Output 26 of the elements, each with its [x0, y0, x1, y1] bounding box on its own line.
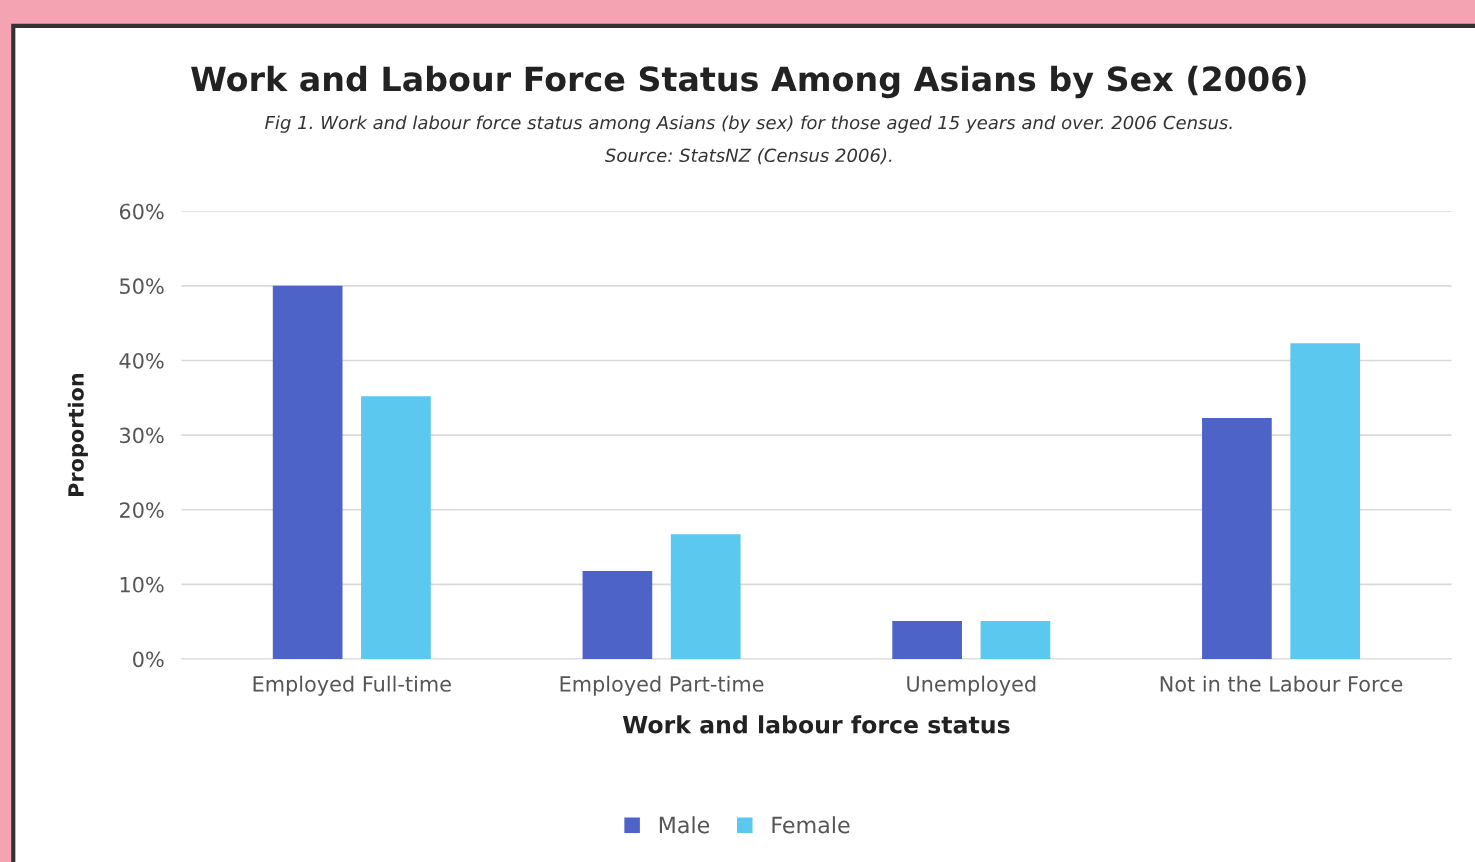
y-tick-label: 0%	[133, 651, 164, 668]
bar	[892, 620, 962, 659]
legend-label: Female	[772, 816, 850, 834]
y-tick-label: 10%	[120, 576, 164, 593]
x-tick-label: Not in the Labour Force	[1160, 675, 1403, 692]
x-tick-label: Unemployed	[907, 675, 1036, 696]
bar	[980, 620, 1051, 659]
bar	[361, 396, 431, 659]
y-tick-label: 50%	[120, 278, 164, 295]
x-tick-label: Employed Full-time	[253, 675, 451, 696]
bar	[1202, 417, 1272, 659]
x-axis-title: Work and labour force status	[622, 715, 1010, 734]
legend-label: Male	[659, 816, 710, 834]
bar	[670, 534, 741, 659]
y-tick-label: 20%	[119, 502, 164, 518]
y-axis-title: Proportion	[67, 373, 88, 496]
y-tick-label: 60%	[119, 203, 164, 220]
chart-subtitle: Fig 1. Work and labour force status among Asians (by sex) for those aged 15 years and over. 2006 Census.	[265, 115, 1232, 133]
bar	[582, 570, 653, 659]
bar	[1290, 343, 1361, 659]
y-tick-label: 40%	[119, 352, 164, 369]
x-tick-label: Employed Part-time	[560, 675, 764, 696]
y-tick-label: 30%	[120, 427, 164, 444]
chart-title: Work and Labour Force Status Among Asians by Sex (2006)	[191, 65, 1306, 99]
bar	[272, 285, 343, 659]
source-note: Source: StatsNZ (Census 2006).	[604, 148, 892, 165]
